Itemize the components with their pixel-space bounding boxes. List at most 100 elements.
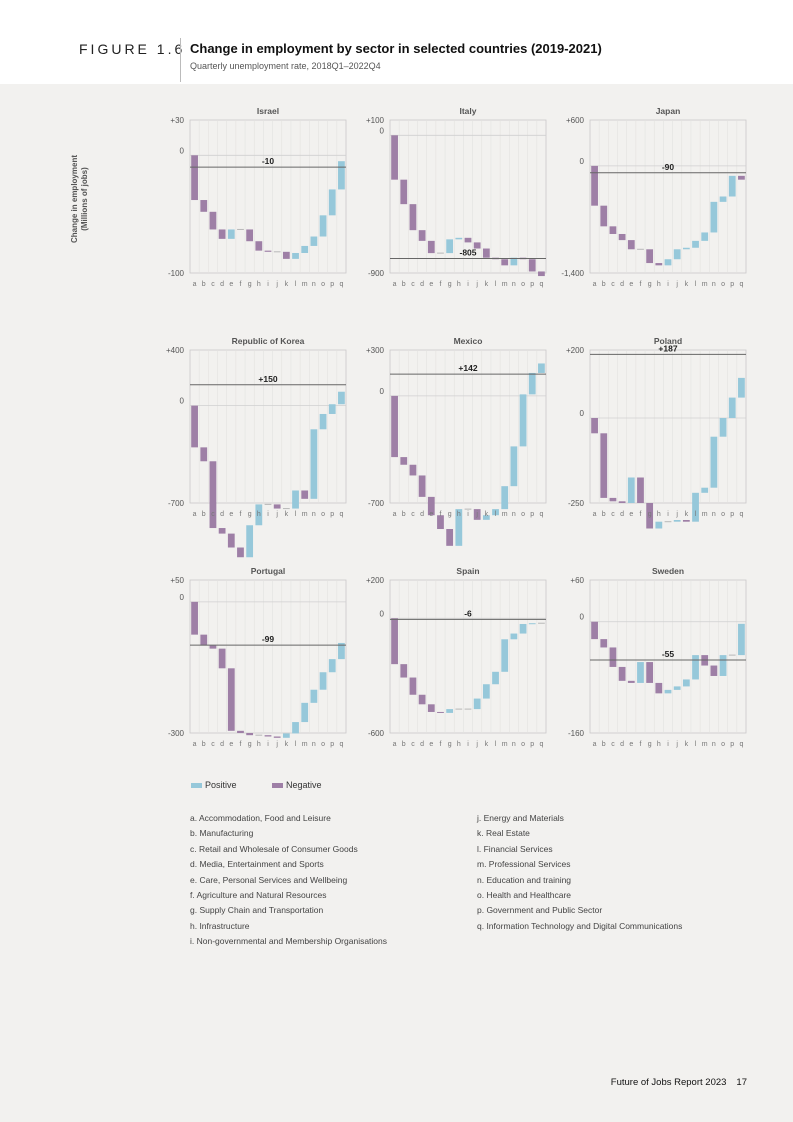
waterfall-bar <box>255 734 263 736</box>
waterfall-bar <box>618 501 626 503</box>
legend-positive: Positive <box>191 780 237 790</box>
total-label: -99 <box>262 634 275 644</box>
x-tick-label: i <box>667 281 669 288</box>
x-tick-label: m <box>502 741 508 748</box>
waterfall-bar <box>464 508 472 510</box>
waterfall-bar <box>728 397 736 418</box>
y-tick-label-zero: 0 <box>180 593 185 602</box>
x-tick-label: f <box>639 741 641 748</box>
x-tick-label: c <box>611 741 615 748</box>
waterfall-bar <box>482 684 490 699</box>
total-label: -55 <box>662 649 675 659</box>
x-tick-label: d <box>220 511 224 518</box>
waterfall-bar <box>673 520 681 522</box>
x-tick-label: f <box>439 741 441 748</box>
total-label: -90 <box>662 162 675 172</box>
x-tick-label: o <box>721 281 725 288</box>
x-tick-label: f <box>239 511 241 518</box>
x-tick-label: k <box>285 511 289 518</box>
x-tick-label: i <box>467 281 469 288</box>
x-tick-label: h <box>457 281 461 288</box>
x-tick-label: d <box>620 281 624 288</box>
x-tick-label: i <box>267 281 269 288</box>
x-tick-label: e <box>429 741 433 748</box>
waterfall-bar <box>427 240 435 254</box>
x-tick-label: p <box>730 741 734 748</box>
waterfall-bar <box>273 504 281 509</box>
x-tick-label: g <box>648 511 652 518</box>
waterfall-bar <box>710 665 718 676</box>
x-tick-label: g <box>448 281 452 288</box>
waterfall-bar <box>255 241 263 251</box>
waterfall-bar <box>609 647 617 667</box>
waterfall-bar <box>501 639 509 672</box>
x-tick-label: n <box>312 741 316 748</box>
x-tick-label: n <box>312 511 316 518</box>
waterfall-bar <box>519 394 527 447</box>
x-tick-label: b <box>402 511 406 518</box>
waterfall-bar <box>646 503 654 529</box>
waterfall-bar <box>501 486 509 510</box>
x-tick-label: n <box>512 281 516 288</box>
x-tick-label: k <box>685 281 689 288</box>
sector-note: k. Real Estate <box>477 828 530 839</box>
chart-title: Italy <box>459 106 476 116</box>
waterfall-bar <box>292 722 299 734</box>
x-tick-label: g <box>248 511 252 518</box>
waterfall-bar <box>319 413 327 430</box>
x-tick-label: g <box>248 741 252 748</box>
legend-positive-swatch <box>191 783 202 789</box>
waterfall-bar <box>455 237 463 240</box>
x-tick-label: b <box>202 511 206 518</box>
x-tick-label: e <box>229 741 233 748</box>
y-tick-label-max: +400 <box>166 346 185 355</box>
x-tick-label: a <box>593 741 597 748</box>
waterfall-bar <box>482 248 490 258</box>
waterfall-bar <box>627 477 635 503</box>
waterfall-bar <box>237 228 244 230</box>
plot-area <box>189 579 347 734</box>
waterfall-bar <box>455 509 463 546</box>
y-tick-label-min: -250 <box>568 499 585 508</box>
x-tick-label: q <box>539 281 543 288</box>
waterfall-bar <box>738 377 745 398</box>
x-tick-label: o <box>521 741 525 748</box>
waterfall-bar <box>446 239 454 254</box>
waterfall-bar <box>237 547 244 558</box>
waterfall-bar <box>409 464 417 476</box>
legend-negative: Negative <box>272 780 322 790</box>
x-tick-label: j <box>475 511 478 518</box>
waterfall-bar <box>528 372 536 395</box>
waterfall-bar <box>627 680 635 683</box>
x-tick-label: a <box>393 281 397 288</box>
x-tick-label: k <box>685 741 689 748</box>
x-tick-label: q <box>339 741 343 748</box>
x-tick-label: l <box>295 511 297 518</box>
waterfall-bar <box>391 618 398 665</box>
waterfall-bar <box>464 237 472 243</box>
x-tick-label: l <box>695 741 697 748</box>
waterfall-bar <box>682 520 690 522</box>
total-label: +150 <box>258 374 277 384</box>
waterfall-bar <box>492 671 499 685</box>
x-tick-label: j <box>275 281 278 288</box>
x-tick-label: o <box>321 281 325 288</box>
waterfall-bar <box>418 230 426 241</box>
x-tick-label: q <box>539 741 543 748</box>
x-tick-label: b <box>602 281 606 288</box>
waterfall-bar <box>701 487 709 493</box>
waterfall-bar <box>218 528 226 534</box>
x-tick-label: j <box>475 741 478 748</box>
waterfall-bar <box>528 623 536 625</box>
waterfall-bar <box>301 702 309 723</box>
waterfall-bar <box>627 240 635 250</box>
x-tick-label: n <box>312 281 316 288</box>
figure-title: Change in employment by sector in select… <box>190 41 602 56</box>
y-tick-label-max: +200 <box>366 576 385 585</box>
x-tick-label: l <box>695 511 697 518</box>
waterfall-bar <box>227 229 235 239</box>
waterfall-bar <box>338 642 345 660</box>
x-tick-label: h <box>657 511 661 518</box>
x-tick-label: a <box>193 511 197 518</box>
x-tick-label: p <box>330 741 334 748</box>
